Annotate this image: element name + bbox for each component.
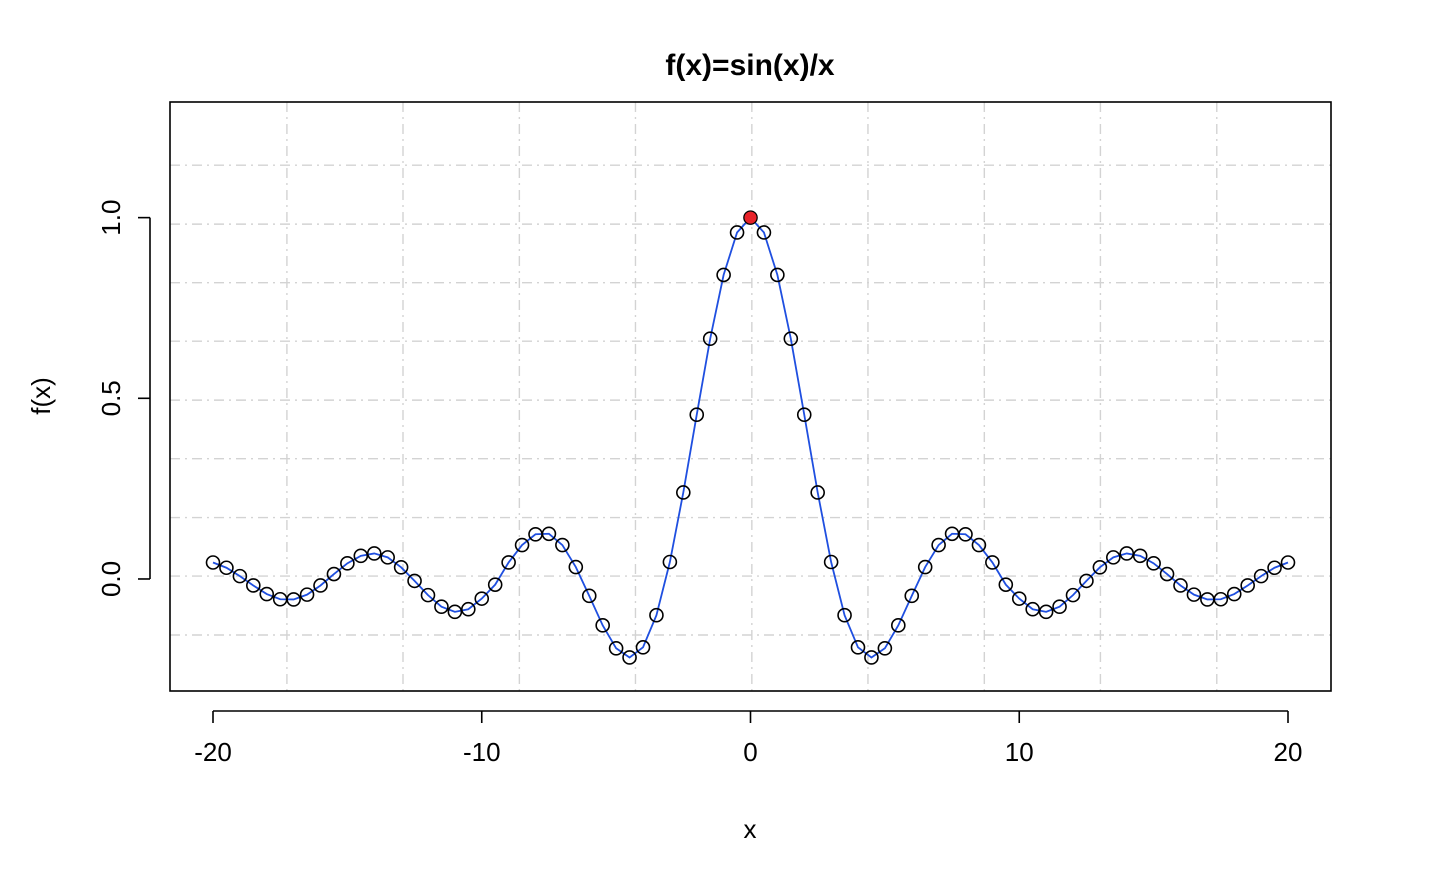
data-point <box>770 267 785 283</box>
data-point <box>1173 578 1188 593</box>
data-point <box>447 604 463 620</box>
data-point <box>461 601 476 617</box>
plot-frame <box>169 101 1332 692</box>
data-point <box>1119 546 1135 561</box>
data-point <box>1011 591 1027 606</box>
data-point <box>662 554 678 570</box>
data-point <box>246 578 261 593</box>
data-point <box>985 555 1000 570</box>
data-point <box>931 537 946 553</box>
data-point <box>1025 601 1040 617</box>
data-point <box>313 578 328 593</box>
data-point <box>850 640 866 655</box>
data-point <box>1213 591 1229 607</box>
data-point <box>608 640 624 656</box>
data-point <box>689 407 705 423</box>
x-tick-label: 0 <box>743 737 757 767</box>
data-point <box>1146 556 1161 571</box>
data-point <box>219 560 234 576</box>
data-point <box>380 550 395 565</box>
data-point <box>541 526 557 542</box>
data-point <box>891 618 906 633</box>
data-point <box>1253 568 1269 584</box>
data-point <box>286 592 301 607</box>
data-point <box>555 537 570 553</box>
data-point <box>487 577 503 592</box>
x-tick-label: -10 <box>463 737 501 767</box>
data-point <box>837 607 852 623</box>
highlight-point <box>744 211 757 224</box>
x-axis-label: x <box>744 814 757 844</box>
curve-layer <box>212 216 1289 659</box>
data-point <box>823 554 839 570</box>
data-point <box>353 548 369 564</box>
data-point <box>259 586 275 602</box>
data-point <box>676 485 691 500</box>
data-point <box>1280 555 1296 570</box>
data-point <box>581 588 597 604</box>
data-point <box>393 560 409 575</box>
data-point <box>635 640 651 655</box>
data-point <box>783 331 799 346</box>
data-point <box>904 588 920 604</box>
y-tick-label: 0.0 <box>96 561 126 597</box>
data-point <box>998 577 1014 592</box>
data-point <box>1106 550 1121 565</box>
data-point <box>434 599 449 614</box>
data-point <box>877 640 893 656</box>
data-point <box>299 587 315 602</box>
y-tick-label: 0.5 <box>96 380 126 416</box>
data-point <box>366 546 382 561</box>
data-point <box>1186 587 1202 602</box>
data-point <box>232 568 248 584</box>
data-point <box>971 537 987 553</box>
data-point <box>702 331 718 346</box>
data-point <box>1065 587 1081 603</box>
data-point <box>622 650 637 665</box>
data-point <box>501 555 516 570</box>
data-point <box>1226 586 1242 602</box>
data-point <box>568 559 584 575</box>
data-point <box>756 225 772 240</box>
data-point <box>796 407 812 423</box>
data-point <box>340 556 355 571</box>
data-point <box>649 607 664 623</box>
data-point <box>1092 560 1108 575</box>
data-point <box>595 618 610 633</box>
data-point <box>864 650 879 665</box>
data-point <box>407 573 422 589</box>
data-point <box>1038 604 1054 620</box>
data-point <box>1267 560 1282 576</box>
data-point <box>326 566 342 582</box>
x-tick-label: -20 <box>194 737 232 767</box>
data-point <box>716 267 731 283</box>
chart-title: f(x)=sin(x)/x <box>665 49 835 82</box>
points-layer <box>205 210 1296 665</box>
y-axis-label: f(x) <box>26 377 56 415</box>
data-point <box>917 559 933 575</box>
x-tick-label: 20 <box>1274 737 1303 767</box>
y-tick-label: 1.0 <box>96 200 126 236</box>
grid-layer <box>170 102 1331 691</box>
data-point <box>958 526 973 542</box>
x-tick-label: 10 <box>1005 737 1034 767</box>
data-point <box>1079 573 1094 589</box>
data-point <box>205 555 221 570</box>
data-point <box>514 537 530 553</box>
x-axis: -20 -10 0 10 20 <box>194 710 1303 767</box>
data-point <box>1052 599 1067 614</box>
data-point <box>1132 548 1148 564</box>
data-point <box>474 591 490 606</box>
sinc-curve <box>212 216 1289 659</box>
data-point <box>1159 566 1175 582</box>
data-point <box>420 587 436 603</box>
y-axis: 0.0 0.5 1.0 <box>96 200 151 597</box>
data-point <box>729 225 745 240</box>
data-point <box>810 485 825 500</box>
data-point <box>1240 578 1255 593</box>
data-point <box>743 210 758 225</box>
